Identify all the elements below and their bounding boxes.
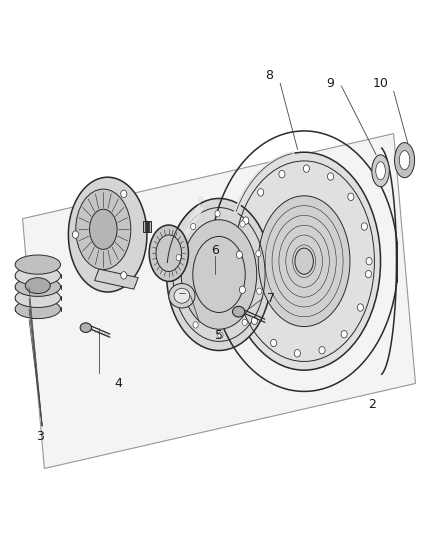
Circle shape bbox=[294, 350, 300, 357]
Circle shape bbox=[193, 322, 198, 328]
Ellipse shape bbox=[166, 198, 272, 351]
Circle shape bbox=[236, 251, 242, 259]
Circle shape bbox=[328, 173, 334, 180]
Ellipse shape bbox=[258, 196, 350, 327]
Text: 4: 4 bbox=[115, 377, 123, 390]
Text: 6: 6 bbox=[211, 244, 219, 257]
Text: 7: 7 bbox=[267, 292, 276, 305]
Ellipse shape bbox=[395, 143, 415, 177]
Ellipse shape bbox=[15, 277, 60, 296]
Ellipse shape bbox=[181, 220, 257, 329]
Ellipse shape bbox=[174, 288, 190, 303]
Ellipse shape bbox=[15, 266, 60, 285]
Circle shape bbox=[215, 211, 220, 217]
Circle shape bbox=[304, 165, 310, 172]
Circle shape bbox=[361, 223, 367, 230]
Polygon shape bbox=[22, 134, 416, 469]
Text: 8: 8 bbox=[265, 69, 273, 82]
Ellipse shape bbox=[376, 162, 385, 180]
Circle shape bbox=[319, 346, 325, 354]
Circle shape bbox=[243, 217, 249, 224]
Ellipse shape bbox=[15, 255, 60, 274]
Circle shape bbox=[218, 332, 223, 338]
Circle shape bbox=[251, 317, 258, 325]
Ellipse shape bbox=[169, 284, 195, 308]
Ellipse shape bbox=[89, 209, 117, 249]
Ellipse shape bbox=[25, 278, 50, 294]
Ellipse shape bbox=[68, 177, 147, 292]
FancyBboxPatch shape bbox=[143, 221, 151, 232]
Circle shape bbox=[365, 270, 371, 278]
Ellipse shape bbox=[149, 225, 188, 281]
Ellipse shape bbox=[295, 248, 313, 274]
Circle shape bbox=[366, 257, 372, 265]
Circle shape bbox=[348, 193, 354, 200]
Circle shape bbox=[239, 286, 245, 294]
Text: 2: 2 bbox=[368, 398, 376, 411]
Polygon shape bbox=[95, 269, 138, 289]
Circle shape bbox=[357, 304, 364, 311]
Text: 10: 10 bbox=[373, 77, 389, 90]
Circle shape bbox=[176, 255, 181, 261]
Circle shape bbox=[177, 292, 182, 298]
Circle shape bbox=[256, 251, 261, 257]
Circle shape bbox=[258, 189, 264, 196]
Circle shape bbox=[72, 231, 78, 238]
Ellipse shape bbox=[15, 300, 60, 319]
Ellipse shape bbox=[76, 189, 131, 270]
Circle shape bbox=[279, 171, 285, 178]
Circle shape bbox=[191, 223, 196, 230]
Circle shape bbox=[257, 288, 262, 294]
Circle shape bbox=[341, 330, 347, 338]
Ellipse shape bbox=[372, 155, 389, 187]
Text: 5: 5 bbox=[215, 329, 223, 342]
Circle shape bbox=[121, 272, 127, 279]
Ellipse shape bbox=[80, 323, 92, 333]
Circle shape bbox=[121, 190, 127, 198]
Circle shape bbox=[271, 339, 277, 346]
Ellipse shape bbox=[228, 152, 381, 370]
Ellipse shape bbox=[233, 306, 245, 317]
Text: 3: 3 bbox=[36, 430, 44, 443]
Circle shape bbox=[240, 221, 245, 227]
Circle shape bbox=[242, 319, 247, 326]
Ellipse shape bbox=[15, 288, 60, 308]
Ellipse shape bbox=[399, 151, 410, 169]
Text: 9: 9 bbox=[326, 77, 334, 90]
